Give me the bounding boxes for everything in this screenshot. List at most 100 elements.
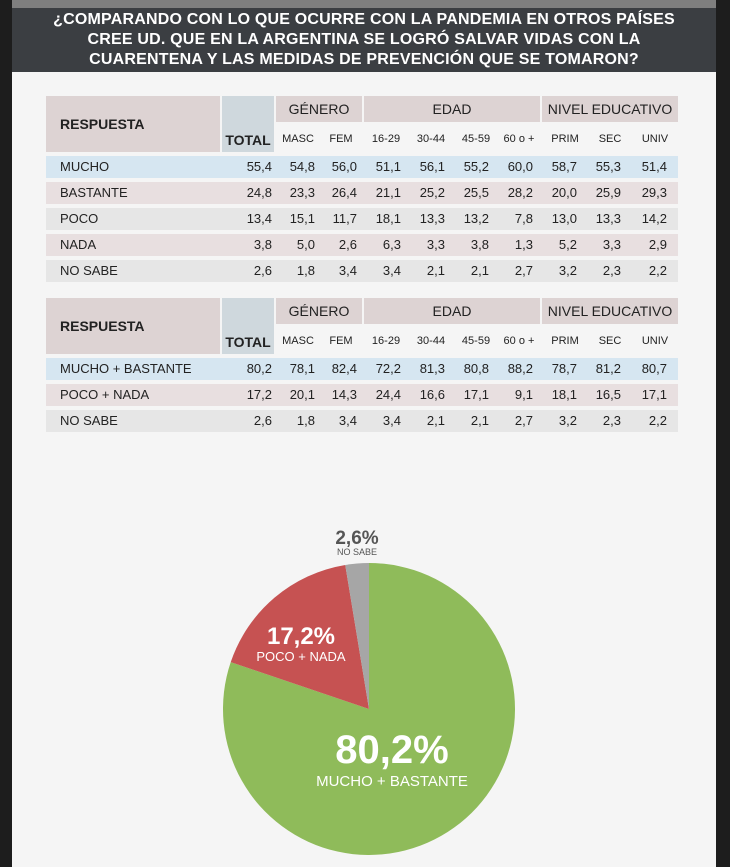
- total-header: TOTAL: [222, 298, 274, 354]
- subheader-4: 45-59: [461, 133, 491, 145]
- label-name-poco-nada: POCO + NADA: [256, 649, 346, 664]
- question-line-2: CREE UD. QUE EN LA ARGENTINA SE LOGRÓ SA…: [87, 31, 641, 48]
- cell-value: 11,7: [332, 211, 357, 226]
- cell-value: 81,3: [419, 361, 445, 376]
- subheader-4: 45-59: [461, 335, 491, 347]
- cell-value: 3,4: [382, 413, 401, 428]
- cell-value: 1,8: [296, 413, 315, 428]
- cell-value: 13,2: [463, 211, 489, 226]
- nivel-educativo-group-header: NIVEL EDUCATIVO: [542, 298, 678, 324]
- cell-value: 55,4: [246, 159, 272, 174]
- cell-value: 1,8: [296, 263, 315, 278]
- table-header: RESPUESTA TOTAL GÉNERO EDAD NIVEL EDUCATIVO M…: [46, 298, 678, 354]
- cell-value: 80,2: [246, 361, 272, 376]
- cell-value: 3,3: [426, 237, 445, 252]
- cell-value: 1,3: [514, 237, 533, 252]
- top-strip: [12, 0, 716, 8]
- cell-value: 80,8: [463, 361, 489, 376]
- cell-value: 2,3: [602, 263, 621, 278]
- respuesta-header: RESPUESTA: [46, 96, 220, 152]
- cell-value: 80,7: [641, 361, 667, 376]
- cell-value: 82,4: [331, 361, 357, 376]
- genero-group-header: GÉNERO: [276, 96, 362, 122]
- cell-value: 55,2: [463, 159, 489, 174]
- cell-value: 24,4: [375, 387, 401, 402]
- subheader-2: 16-29: [371, 133, 401, 145]
- cell-value: 81,2: [595, 361, 621, 376]
- cell-value: 14,3: [331, 387, 357, 402]
- cell-value: 25,5: [463, 185, 489, 200]
- cell-value: 3,4: [338, 263, 357, 278]
- cell-value: 20,0: [551, 185, 577, 200]
- cell-value: 25,9: [595, 185, 621, 200]
- cell-value: 2,2: [648, 263, 667, 278]
- cell-value: 2,6: [338, 237, 357, 252]
- cell-value: 5,0: [296, 237, 315, 252]
- cell-value: 25,2: [419, 185, 445, 200]
- pie-chart-svg: 80,2%MUCHO + BASTANTE 17,2%POCO + NADA 2,6…: [223, 528, 515, 855]
- cell-value: 21,1: [375, 185, 401, 200]
- cell-value: 13,3: [419, 211, 445, 226]
- table-row: MUCHO + BASTANTE 80,2 78,1 82,4 72,2 81,3 80,8…: [46, 358, 678, 380]
- table-header: RESPUESTA TOTAL GÉNERO EDAD NIVEL EDUCATIVO M…: [46, 96, 678, 152]
- cell-value: 17,2: [246, 387, 272, 402]
- question-line-3: CUARENTENA Y LAS MEDIDAS DE PREVENCIÓN Q…: [89, 51, 639, 68]
- cell-value: 2,1: [470, 413, 489, 428]
- cell-value: 18,1: [375, 211, 401, 226]
- cell-value: 2,7: [514, 413, 533, 428]
- cell-value: 3,8: [253, 237, 272, 252]
- cell-value: 16,5: [595, 387, 621, 402]
- cell-value: 18,1: [551, 387, 577, 402]
- cell-value: 28,2: [507, 185, 533, 200]
- cell-value: 2,1: [470, 263, 489, 278]
- cell-value: 3,3: [602, 237, 621, 252]
- cell-value: 9,1: [514, 387, 533, 402]
- cell-value: 26,4: [331, 185, 357, 200]
- cell-value: 7,8: [514, 211, 533, 226]
- cell-value: 60,0: [507, 159, 533, 174]
- results-table-grouped: RESPUESTA TOTAL GÉNERO EDAD NIVEL EDUCATIVO M…: [46, 298, 678, 432]
- infographic-card: ¿COMPARANDO CON LO QUE OCURRE CON LA PAN…: [12, 0, 716, 867]
- table-row: MUCHO 55,4 54,8 56,0 51,1 56,1 55,2 60,0 58,7 55,…: [46, 156, 678, 178]
- row-label: POCO: [60, 211, 99, 226]
- cell-value: 56,1: [419, 159, 445, 174]
- subheader-8: UNIV: [641, 335, 669, 347]
- row-background: [46, 260, 678, 282]
- subheader-7: SEC: [598, 335, 622, 347]
- cell-value: 2,1: [426, 413, 445, 428]
- cell-value: 13,3: [595, 211, 621, 226]
- cell-value: 5,2: [558, 237, 577, 252]
- row-label: NO SABE: [60, 413, 118, 428]
- table-row: NADA 3,8 5,0 2,6 6,3 3,3 3,8 1,3 5,2 3,3 2,9: [46, 234, 678, 256]
- cell-value: 23,3: [289, 185, 315, 200]
- cell-value: 24,8: [246, 185, 272, 200]
- row-background: [46, 156, 678, 178]
- cell-value: 3,2: [558, 263, 577, 278]
- edad-group-header: EDAD: [364, 298, 540, 324]
- cell-value: 2,3: [602, 413, 621, 428]
- cell-value: 17,1: [641, 387, 667, 402]
- cell-value: 15,1: [289, 211, 315, 226]
- cell-value: 6,3: [382, 237, 401, 252]
- subheader-3: 30-44: [416, 133, 446, 145]
- row-label: POCO + NADA: [60, 387, 150, 402]
- cell-value: 55,3: [595, 159, 621, 174]
- label-name-mucho-bastante: MUCHO + BASTANTE: [316, 773, 468, 790]
- table-row: BASTANTE 24,8 23,3 26,4 21,1 25,2 25,5 28,2 20,0…: [46, 182, 678, 204]
- cell-value: 51,4: [641, 159, 667, 174]
- respuesta-header: RESPUESTA: [46, 298, 220, 354]
- subheader-0: MASC: [282, 133, 314, 145]
- row-label: MUCHO: [60, 159, 110, 174]
- label-name-no-sabe: NO SABE: [337, 547, 377, 557]
- cell-value: 2,2: [648, 413, 667, 428]
- cell-value: 13,0: [551, 211, 577, 226]
- cell-value: 3,2: [558, 413, 577, 428]
- total-header: TOTAL: [222, 96, 274, 152]
- row-label: MUCHO + BASTANTE: [60, 361, 192, 376]
- table-row: POCO + NADA 17,2 20,1 14,3 24,4 16,6 17,1 9,1 18…: [46, 384, 678, 406]
- question-line-1: ¿COMPARANDO CON LO QUE OCURRE CON LA PAN…: [53, 11, 675, 28]
- cell-value: 16,6: [419, 387, 445, 402]
- subheader-6: PRIM: [551, 335, 579, 347]
- row-background: [46, 358, 678, 380]
- label-value-mucho-bastante: 80,2%: [335, 728, 448, 772]
